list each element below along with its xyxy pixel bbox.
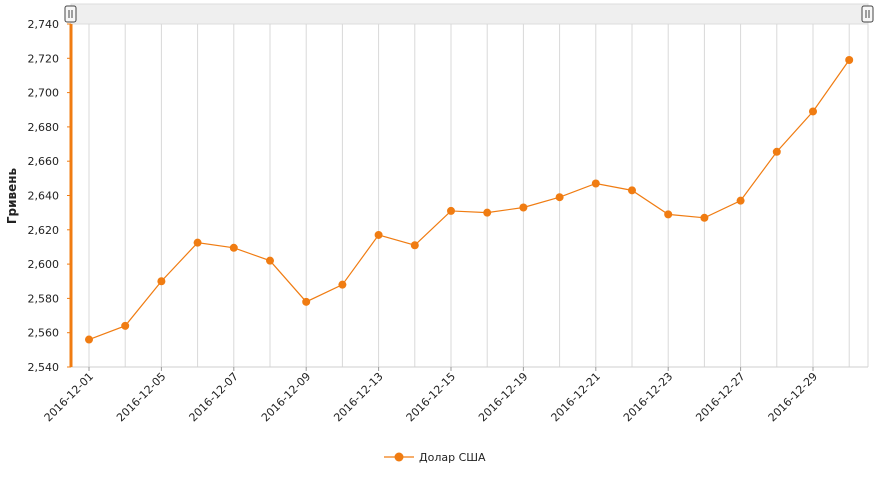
data-point[interactable] — [157, 277, 166, 286]
x-tick-label: 2016-12-07 — [187, 370, 241, 424]
data-point[interactable] — [555, 193, 564, 202]
x-tick-label: 2016-12-21 — [549, 370, 603, 424]
navigator-handle-right[interactable] — [861, 5, 874, 23]
navigator-bar[interactable] — [70, 3, 869, 25]
y-tick-label: 2,600 — [28, 258, 60, 271]
x-axis-ticks: 2016-12-01 2016-12-05 2016-12-07 2016-12-09… — [42, 367, 820, 424]
x-tick-label: 2016-12-27 — [693, 370, 747, 424]
data-point[interactable] — [519, 203, 528, 212]
y-tick-label: 2,700 — [28, 87, 60, 100]
y-tick-label: 2,580 — [28, 292, 60, 305]
navigator-handle-left[interactable] — [64, 5, 77, 23]
data-point[interactable] — [591, 179, 600, 188]
x-tick-label: 2016-12-09 — [259, 370, 313, 424]
legend-marker-symbol — [394, 452, 404, 462]
series-line — [88, 59, 850, 341]
x-tick-label: 2016-12-15 — [404, 370, 458, 424]
y-tick-label: 2,620 — [28, 224, 60, 237]
grid-lines — [71, 24, 869, 368]
x-tick-label: 2016-12-23 — [621, 370, 675, 424]
x-tick-label: 2016-12-01 — [42, 370, 96, 424]
data-point[interactable] — [772, 147, 781, 156]
y-tick-label: 2,540 — [28, 361, 60, 374]
data-point[interactable] — [447, 206, 455, 215]
y-axis-label: Гривень — [5, 167, 19, 224]
y-tick-label: 2,740 — [28, 18, 60, 31]
legend-label: Долар США — [419, 451, 486, 464]
x-tick-label: 2016-12-29 — [766, 370, 820, 424]
data-point[interactable] — [845, 56, 854, 65]
series-group — [85, 56, 854, 344]
data-point[interactable] — [229, 243, 238, 252]
data-point[interactable] — [628, 186, 636, 195]
y-tick-label: 2,560 — [28, 327, 60, 340]
data-point[interactable] — [338, 280, 347, 289]
y-axis-ticks: 2,540 2,560 2,580 2,600 2,620 2,640 2,660 2,680… — [28, 18, 71, 374]
y-tick-label: 2,680 — [28, 121, 60, 134]
data-point[interactable] — [121, 321, 130, 330]
data-point[interactable] — [85, 335, 93, 344]
data-point[interactable] — [809, 107, 817, 116]
data-point[interactable] — [664, 210, 673, 219]
y-tick-label: 2,720 — [28, 52, 60, 65]
x-tick-label: 2016-12-19 — [476, 370, 530, 424]
data-point[interactable] — [483, 208, 492, 217]
y-tick-label: 2,640 — [28, 190, 60, 203]
data-point[interactable] — [410, 241, 419, 250]
data-point[interactable] — [266, 256, 274, 265]
data-point[interactable] — [736, 196, 745, 205]
data-point[interactable] — [700, 213, 709, 222]
data-point[interactable] — [302, 297, 311, 306]
data-point[interactable] — [193, 238, 202, 247]
x-tick-label: 2016-12-05 — [114, 370, 168, 424]
x-tick-label: 2016-12-13 — [331, 370, 385, 424]
y-tick-label: 2,660 — [28, 155, 60, 168]
data-point[interactable] — [374, 230, 383, 239]
legend[interactable]: Долар США — [384, 451, 486, 464]
